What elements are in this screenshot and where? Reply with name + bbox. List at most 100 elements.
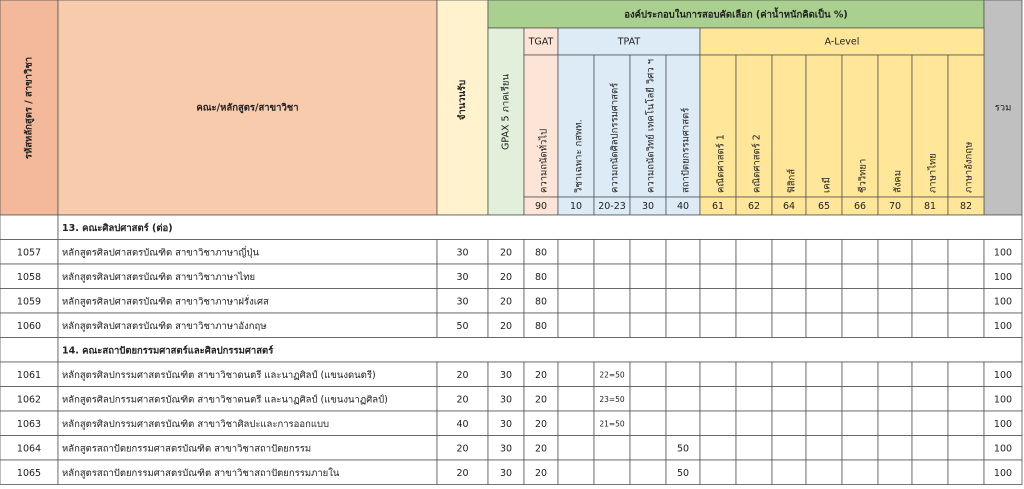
cell — [523, 312, 559, 338]
header-label: สถาปัตยกรรมศาสตร์ — [680, 108, 692, 193]
cell — [557, 288, 595, 314]
row-value: 50 — [677, 468, 689, 479]
cell — [911, 312, 949, 338]
cell — [0, 0, 59, 216]
cell — [593, 410, 631, 436]
cell — [983, 312, 1023, 338]
cell — [911, 288, 949, 314]
row-name: หลักสูตรศิลปกรรมศาสตรบัณฑิต สาขาวิชาดนตร… — [62, 369, 376, 381]
cell — [911, 239, 949, 265]
row-value: 21=50 — [599, 419, 625, 428]
cell — [841, 288, 879, 314]
cell — [735, 361, 773, 387]
cell — [947, 410, 985, 436]
row-name: หลักสูตรสถาปัตยกรรมศาสตรบัณฑิต สาขาวิชาส… — [62, 443, 311, 454]
row-value: 100 — [994, 272, 1012, 283]
cell — [557, 239, 595, 265]
cell — [771, 263, 807, 289]
row-value: 30 — [500, 468, 512, 479]
cell — [557, 386, 595, 412]
cell — [557, 27, 701, 56]
cell — [983, 459, 1023, 485]
subject-code: 90 — [535, 201, 547, 212]
subject-code: 64 — [783, 201, 795, 212]
cell — [699, 263, 737, 289]
test-name: TGAT — [528, 37, 554, 48]
cell — [0, 312, 59, 338]
cell — [805, 288, 843, 314]
cell — [947, 459, 985, 485]
row-value: 23=50 — [599, 395, 625, 404]
cell — [771, 239, 807, 265]
subject-code: 40 — [677, 201, 689, 212]
header-label: ภาษาอังกฤษ — [964, 142, 975, 193]
row-value: 100 — [994, 419, 1012, 430]
header-label: ความถนัดวิทย์ เทคโนโลยี วิศว ฯ — [645, 59, 657, 193]
row-value: 80 — [535, 321, 547, 332]
cell — [841, 312, 879, 338]
cell — [0, 239, 59, 265]
row-value: 20 — [535, 419, 547, 430]
cell — [735, 435, 773, 461]
cell — [57, 263, 438, 289]
cell — [699, 386, 737, 412]
cell — [593, 239, 631, 265]
cell — [0, 410, 59, 436]
header-label: ฟิสิกส์ — [786, 169, 798, 194]
cell — [523, 288, 559, 314]
row-code: 1058 — [17, 272, 41, 283]
cell — [593, 288, 631, 314]
cell — [665, 312, 701, 338]
cell — [57, 361, 438, 387]
cell — [805, 239, 843, 265]
cell — [487, 386, 525, 412]
header-label: GPAX 5 ภาคเรียน — [500, 74, 512, 150]
cell — [805, 435, 843, 461]
row-value: 20 — [500, 321, 512, 332]
cell — [57, 337, 1023, 363]
cell — [699, 288, 737, 314]
row-value: 100 — [994, 370, 1012, 381]
row-value: 20 — [500, 272, 512, 283]
row-value: 100 — [994, 394, 1012, 405]
row-value: 30 — [456, 247, 468, 258]
group-title: องค์ประกอบในการสอบคัดเลือก (ค่าน้ำหนักคิ… — [624, 7, 847, 21]
cell — [629, 239, 667, 265]
row-name: หลักสูตรศิลปกรรมศาสตรบัณฑิต สาขาวิชาศิลป… — [62, 419, 329, 430]
cell — [877, 288, 913, 314]
cell — [841, 410, 879, 436]
cell — [487, 459, 525, 485]
cell — [911, 386, 949, 412]
cell — [487, 27, 525, 216]
row-value: 20 — [456, 394, 468, 405]
row-value: 100 — [994, 247, 1012, 258]
cell — [0, 214, 59, 240]
cell — [487, 239, 525, 265]
cell — [911, 410, 949, 436]
row-code: 1065 — [17, 468, 41, 479]
cell — [487, 263, 525, 289]
row-name: หลักสูตรศิลปศาสตรบัณฑิต สาขาวิชาภาษาญี่ป… — [62, 245, 260, 258]
cell — [771, 288, 807, 314]
cell — [593, 312, 631, 338]
cell — [947, 54, 985, 198]
subject-code: 20-23 — [598, 201, 626, 212]
cell — [557, 459, 595, 485]
cell — [557, 361, 595, 387]
cell — [629, 386, 667, 412]
cell — [735, 410, 773, 436]
subject-code: 10 — [570, 201, 582, 212]
cell — [735, 54, 773, 198]
cell — [593, 263, 631, 289]
row-name: หลักสูตรสถาปัตยกรรมศาสตรบัณฑิต สาขาวิชาส… — [62, 467, 340, 479]
cell — [877, 361, 913, 387]
cell — [841, 239, 879, 265]
cell — [771, 361, 807, 387]
cell — [841, 435, 879, 461]
cell — [805, 410, 843, 436]
cell — [983, 239, 1023, 265]
cell — [947, 361, 985, 387]
cell — [523, 386, 559, 412]
cell — [665, 459, 701, 485]
